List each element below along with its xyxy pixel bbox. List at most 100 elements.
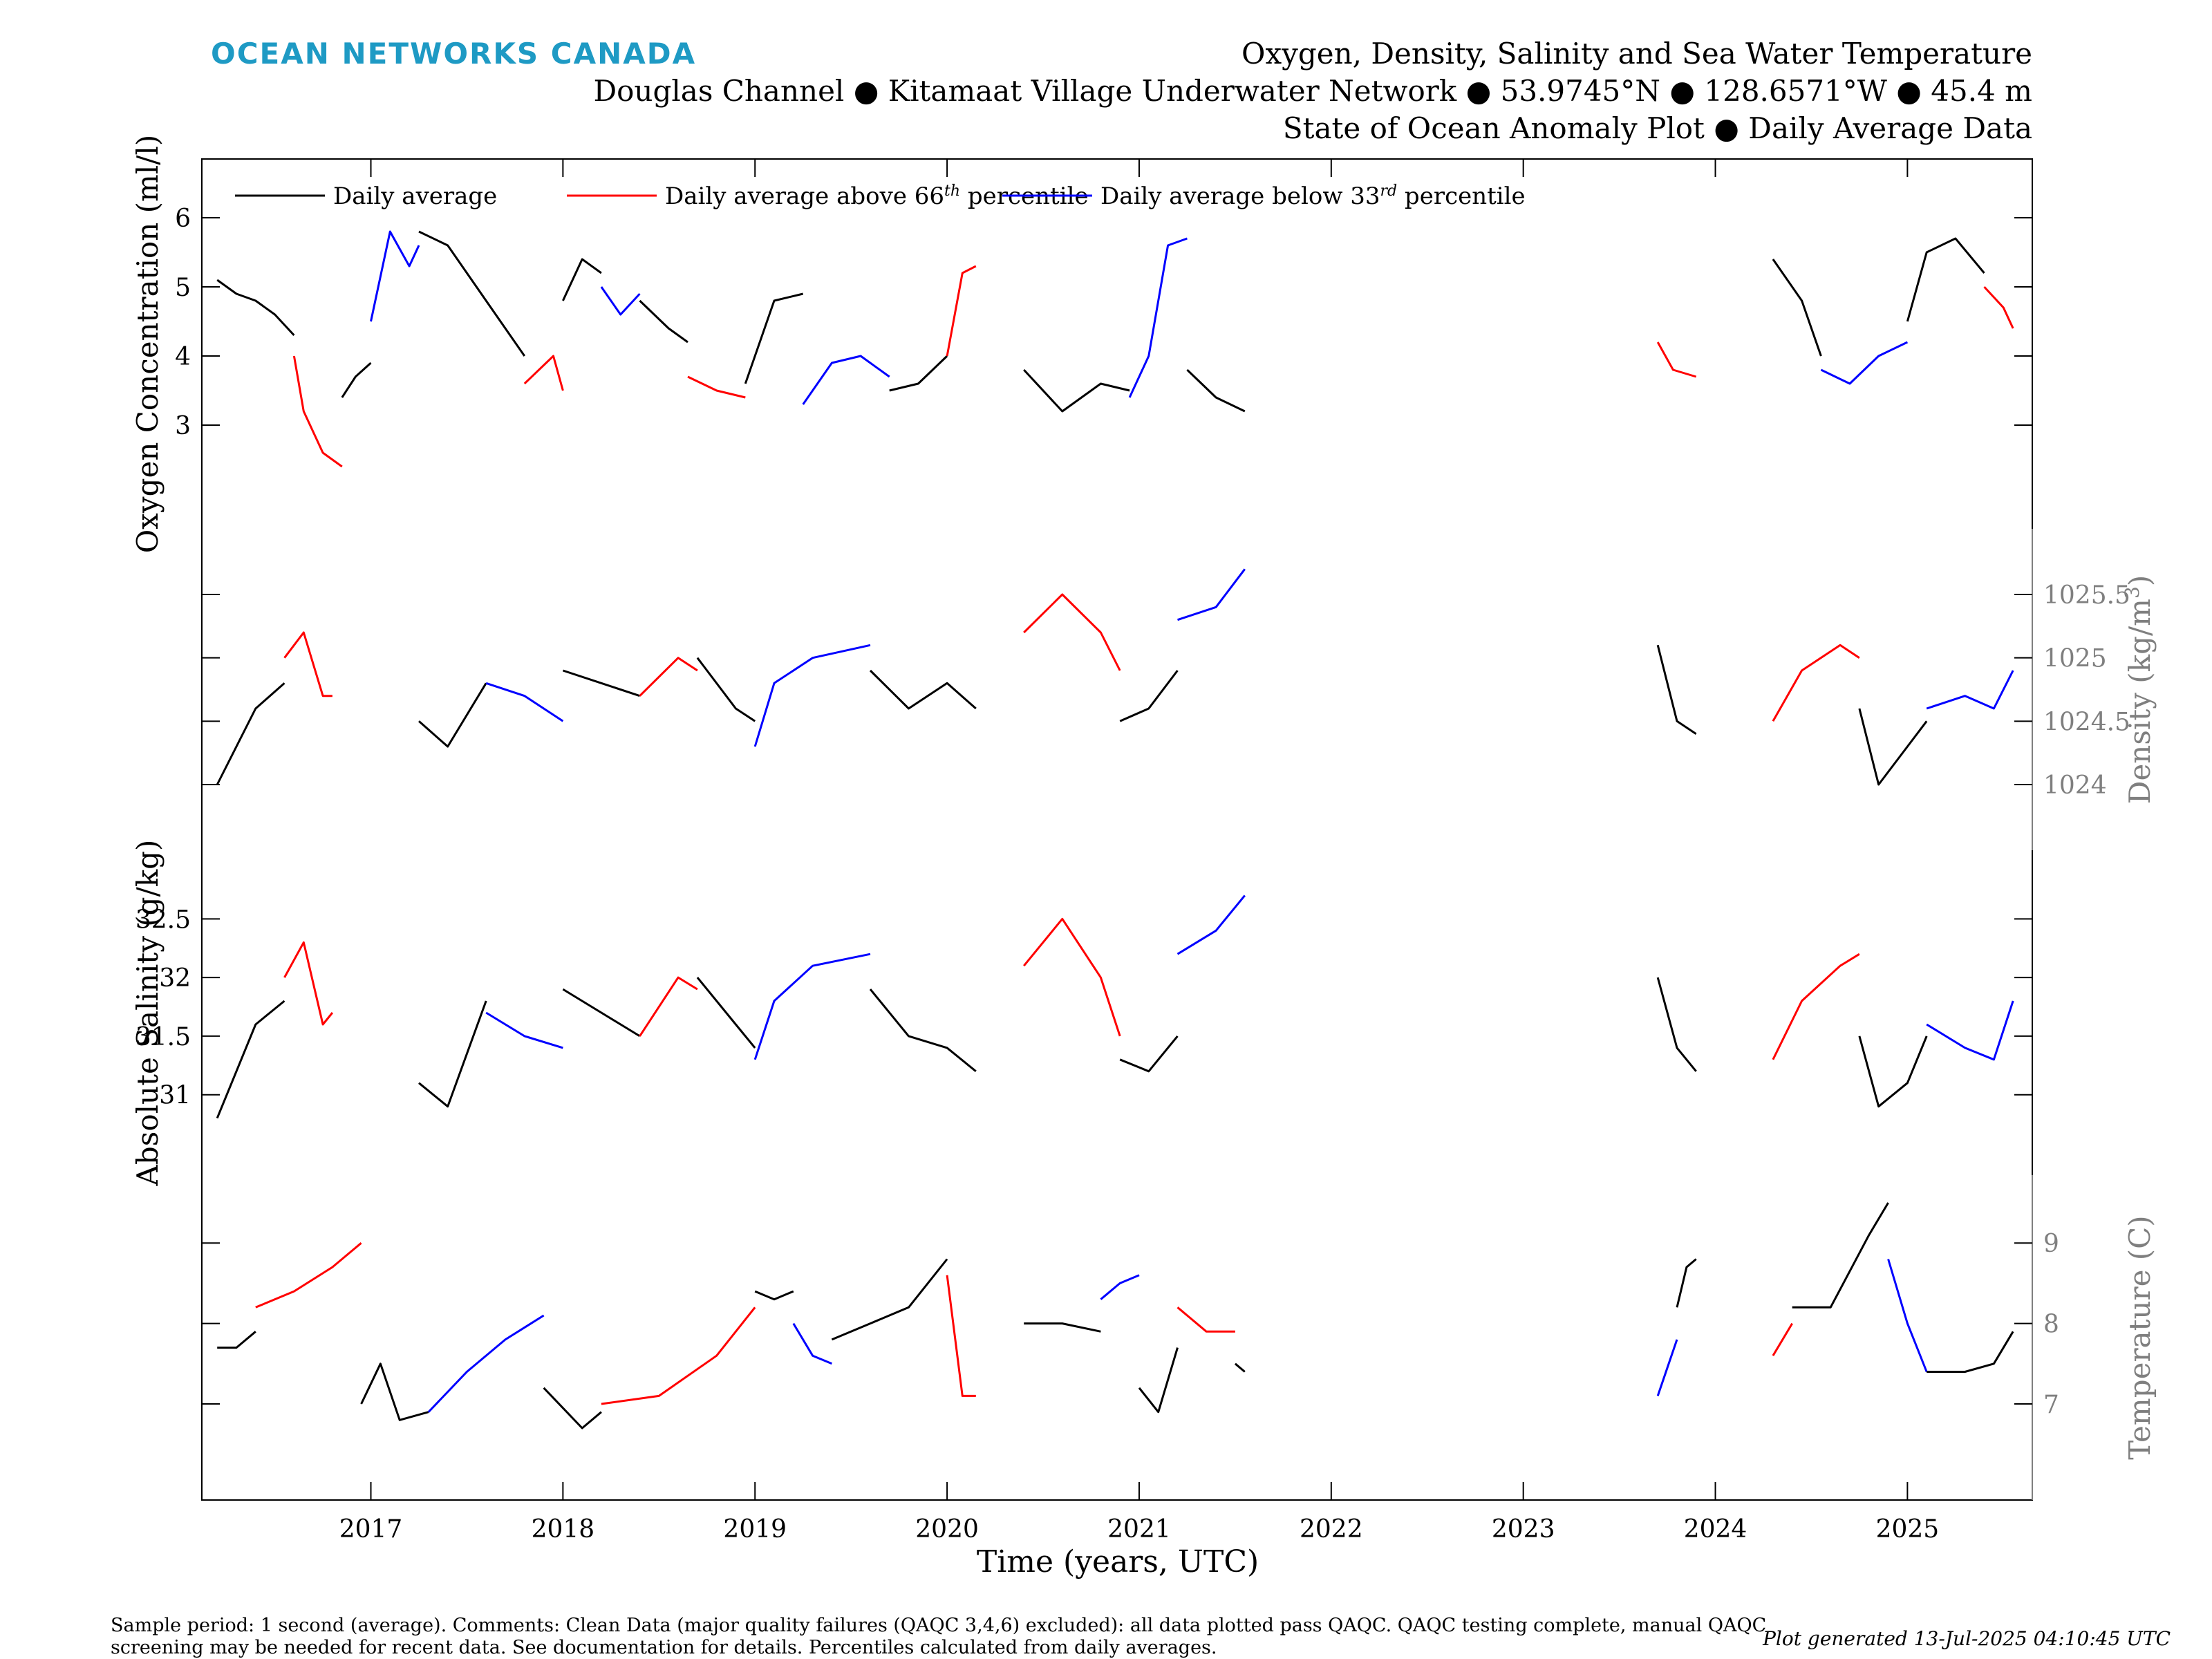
density-series-segment [418, 682, 487, 748]
oxygen-series-segment [1128, 237, 1188, 398]
temperature-series-segment [1656, 1339, 1678, 1396]
density-tick-label: 1025 [2043, 645, 2107, 673]
salinity-series-segment [1023, 917, 1121, 1037]
temperature-tick-label: 9 [2043, 1230, 2059, 1258]
x-tick-label: 2023 [1492, 1515, 1555, 1544]
temperature-tick-label: 7 [2043, 1391, 2059, 1419]
density-y-axis-label: Density (kg/m3) [2121, 575, 2157, 804]
oxygen-series-segment [889, 355, 948, 392]
temperature-series-segment [1887, 1259, 1928, 1373]
density-tick-label: 1024.5 [2043, 708, 2130, 736]
density-series-segment [1023, 593, 1121, 671]
oxygen-tick-label: 6 [175, 205, 191, 233]
oxygen-series-segment [639, 299, 688, 344]
temperature-series-segment [1676, 1258, 1697, 1308]
legend-label-below: Daily average below 33rd percentile [1100, 182, 1526, 211]
plot-generated-timestamp: Plot generated 13-Jul-2025 04:10:45 UTC [1763, 1627, 2171, 1650]
chart-subtitle-type: State of Ocean Anomaly Plot ● Daily Aver… [1283, 111, 2032, 145]
legend: Daily average Daily average above 66th pe… [235, 182, 1526, 211]
density-series-segment [753, 644, 871, 747]
oxygen-series-segment [562, 258, 602, 301]
density-series-segment [696, 657, 756, 722]
temperature-series-segment [1772, 1322, 1793, 1356]
x-axis: 2017 2018 2019 2020 2021 2022 2023 2024 2025 [339, 159, 1939, 1544]
salinity-series-segment [1119, 1035, 1179, 1073]
oxygen-series-segment [946, 265, 977, 357]
oxygen-series-segment [1023, 368, 1130, 413]
temperature-series-segment [831, 1258, 948, 1341]
oxygen-series-segment [341, 362, 372, 398]
oxygen-series-segment [600, 286, 641, 316]
oxygen-series-segment [802, 355, 890, 405]
x-tick-label: 2021 [1107, 1515, 1171, 1544]
density-series-segment [1119, 670, 1179, 722]
density-series-segment [1858, 708, 1928, 786]
x-axis-label: Time (years, UTC) [977, 1544, 1259, 1580]
salinity-series-segment [418, 1000, 487, 1108]
temperature-series-segment [427, 1314, 545, 1413]
chart-title: Oxygen, Density, Salinity and Sea Water … [1241, 37, 2032, 71]
oxygen-y-axis-label: Oxygen Concentration (ml/l) [131, 135, 165, 554]
density-tick-label: 1025.5 [2043, 581, 2130, 610]
temperature-y-axis-label: Temperature (C) [2123, 1215, 2157, 1459]
density-series-segment [485, 682, 564, 722]
oxygen-series-segment [523, 355, 564, 391]
salinity-series-segment [1858, 1035, 1928, 1108]
temperature-series-segment [1024, 1322, 1101, 1333]
oxygen-series-segment [687, 375, 746, 399]
salinity-series-segment [562, 988, 641, 1038]
temperature-series-segment [255, 1242, 362, 1309]
density-series-segment [1926, 670, 2014, 710]
temperature-series-segment [1100, 1274, 1140, 1300]
salinity-series-segment [1177, 894, 1246, 955]
plot-frame [201, 158, 2033, 1501]
salinity-series-segment [485, 1011, 563, 1049]
x-tick-label: 2020 [915, 1515, 979, 1544]
chart-subtitle-location: Douglas Channel ● Kitamaat Village Under… [593, 74, 2032, 108]
footer-note: Sample period: 1 second (average). Comme… [111, 1615, 1767, 1658]
temperature-series-segment [1234, 1362, 1246, 1373]
temperature-series-segment [1138, 1347, 1179, 1414]
oxygen-series-segment [216, 279, 295, 337]
oxygen-tick-label: 4 [175, 343, 191, 371]
temperature-series-segment [217, 1331, 256, 1349]
salinity-tick-label: 32 [159, 964, 191, 993]
oxygen-series-segment [292, 355, 343, 468]
salinity-tick-label: 31 [159, 1082, 191, 1110]
oxygen-tick-label: 3 [175, 412, 191, 440]
salinity-series-segment [1656, 977, 1697, 1072]
salinity-series-segment [869, 988, 977, 1072]
legend-label-average: Daily average [333, 182, 497, 210]
onc-logo: OCEAN NETWORKS CANADA [211, 37, 696, 71]
salinity-series-segment [283, 941, 334, 1026]
x-tick-label: 2024 [1684, 1515, 1747, 1544]
temperature-series-segment [946, 1275, 976, 1397]
x-tick-label: 2022 [1300, 1515, 1363, 1544]
density-tick-label: 1024 [2043, 771, 2107, 800]
salinity-series-segment [639, 976, 698, 1037]
density-series-segment [869, 669, 977, 710]
panel-temperature: 7 8 9 Temperature (C) [202, 1175, 2157, 1500]
temperature-series-segment [792, 1322, 832, 1365]
oxygen-tick-label: 5 [175, 274, 191, 302]
oxygen-series-segment [418, 230, 526, 357]
temperature-tick-label: 8 [2043, 1311, 2059, 1339]
x-tick-label: 2019 [723, 1515, 787, 1544]
salinity-series-segment [1926, 1000, 2014, 1061]
oxygen-series-segment [1186, 368, 1246, 413]
plot-area: 3 4 5 6 Oxygen Concentration (ml/l) 1024 1024.… [131, 135, 2157, 1501]
oxygen-series-segment [1820, 341, 1909, 385]
density-series-segment [283, 631, 332, 697]
temperature-series-segment [1792, 1202, 1889, 1309]
oxygen-series-segment [1983, 285, 2014, 329]
salinity-y-axis-label: Absolute Salinity (g/kg) [131, 840, 165, 1187]
temperature-series-segment [754, 1290, 794, 1301]
salinity-series-segment [696, 977, 756, 1049]
x-tick-label: 2017 [339, 1515, 403, 1544]
temperature-series-segment [360, 1362, 429, 1421]
salinity-tick-label: 32.5 [135, 906, 191, 934]
panel-oxygen: 3 4 5 6 Oxygen Concentration (ml/l) [131, 135, 2032, 554]
